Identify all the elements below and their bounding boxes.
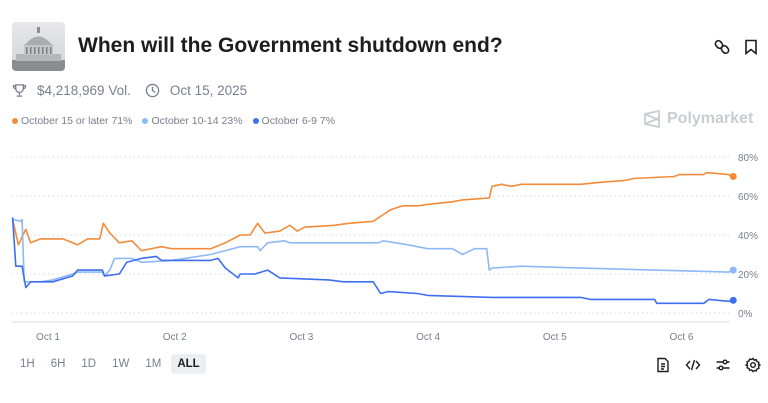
end-date: Oct 15, 2025 <box>169 83 248 98</box>
legend-label: October 15 or later 71% <box>21 115 133 127</box>
x-tick-label: Oct 1 <box>36 332 60 343</box>
x-tick-label: Oct 6 <box>670 332 694 343</box>
legend-item: October 6-9 7% <box>252 115 336 127</box>
timeframe-1d[interactable]: 1D <box>75 354 102 374</box>
legend-dot <box>142 118 149 124</box>
trophy-icon <box>12 84 27 97</box>
legend-item: October 10-14 23% <box>142 115 243 127</box>
legend-dot <box>252 118 259 124</box>
timeframe-1m[interactable]: 1M <box>139 354 167 374</box>
timeframe-1w[interactable]: 1W <box>106 354 135 374</box>
series-end-point <box>729 173 737 180</box>
chart-tools <box>655 357 762 373</box>
timeframe-1h[interactable]: 1H <box>14 354 41 374</box>
price-chart[interactable]: 0% 20% 40% 60% 80% Oct 1 Oct 2 Oct 3 Oct 4 Oct 5 O… <box>0 0 768 350</box>
series-end-point <box>729 266 737 274</box>
chart-legend: October 15 or later 71% October 10-14 23… <box>12 115 335 127</box>
y-tick-label: 0% <box>738 309 753 320</box>
x-tick-label: Oct 4 <box>416 332 440 343</box>
code-icon[interactable] <box>685 357 701 373</box>
series-line <box>11 171 734 252</box>
y-tick-label: 60% <box>738 192 758 203</box>
x-tick-label: Oct 5 <box>543 332 567 343</box>
market-thumbnail <box>12 22 65 71</box>
page-title: When will the Government shutdown end? <box>78 34 503 57</box>
x-tick-label: Oct 3 <box>289 332 313 343</box>
legend-dot <box>12 118 18 124</box>
document-icon[interactable] <box>655 357 671 373</box>
link-icon[interactable] <box>713 38 731 56</box>
series-end-point <box>729 296 737 304</box>
market-meta: $4,218,969 Vol. Oct 15, 2025 <box>12 83 247 98</box>
clock-icon <box>145 83 160 98</box>
y-tick-label: 20% <box>738 270 758 281</box>
gear-icon[interactable] <box>744 357 762 373</box>
y-tick-label: 80% <box>738 153 758 164</box>
x-tick-label: Oct 2 <box>163 332 187 343</box>
sliders-icon[interactable] <box>715 357 731 373</box>
legend-item: October 15 or later 71% <box>12 115 132 127</box>
y-tick-label: 40% <box>738 231 758 242</box>
series-line <box>11 217 734 305</box>
polymarket-logo: Polymarket <box>643 110 753 128</box>
timeframe-6h[interactable]: 6H <box>45 354 72 374</box>
timeframe-all[interactable]: ALL <box>171 354 206 374</box>
brand-name: Polymarket <box>667 110 754 127</box>
volume: $4,218,969 Vol. <box>37 83 131 98</box>
legend-label: October 6-9 7% <box>261 115 336 127</box>
timeframe-selector: 1H 6H 1D 1W 1M ALL <box>14 354 206 374</box>
legend-label: October 10-14 23% <box>151 115 243 127</box>
bookmark-icon[interactable] <box>742 38 760 56</box>
polymarket-logo-icon <box>644 110 660 128</box>
